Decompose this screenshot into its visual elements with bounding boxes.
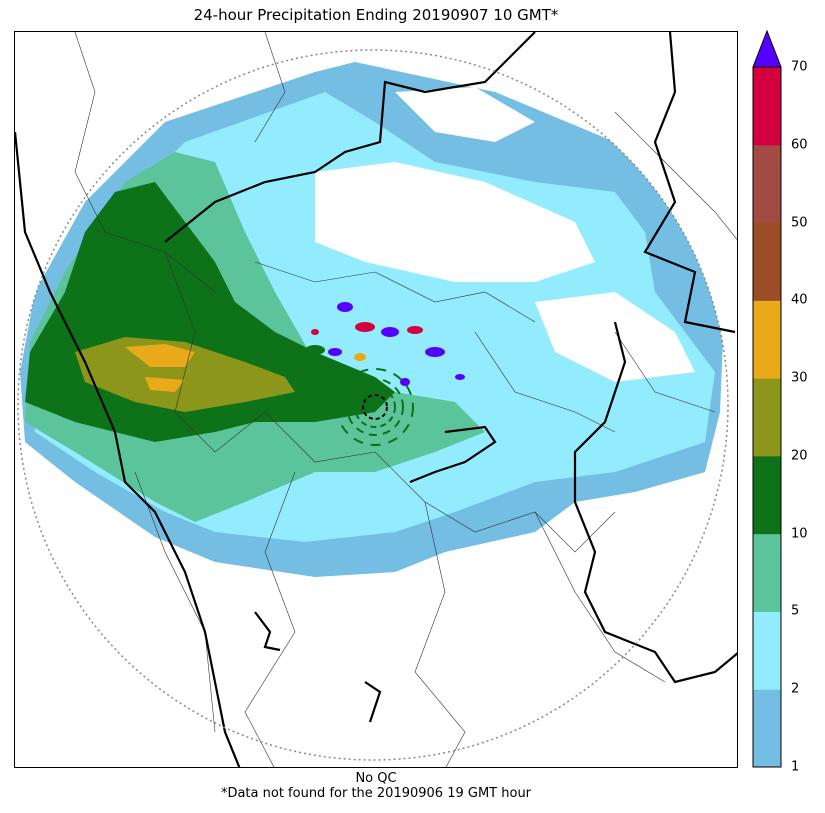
district-boundaries <box>74 32 737 767</box>
colorbar-tick-label: 30 <box>791 370 808 386</box>
precipitation-map[interactable] <box>14 31 738 768</box>
colorbar-segment <box>753 533 781 612</box>
colorbar <box>752 30 782 768</box>
map-title: 24-hour Precipitation Ending 20190907 10… <box>193 6 559 24</box>
precip-band-20-30 <box>75 337 295 412</box>
colorbar-segment <box>753 144 781 224</box>
precip-band-30-40-b <box>145 377 185 392</box>
convective-cells <box>305 302 465 386</box>
precipitation-field <box>20 62 725 577</box>
qc-note: No QC <box>355 771 397 786</box>
missing-data-note: *Data not found for the 20190906 19 GMT … <box>220 786 532 801</box>
colorbar-segment <box>753 378 781 457</box>
colorbar-tick-label: 20 <box>791 448 808 464</box>
radar-clutter-rings <box>336 368 414 446</box>
colorbar-segment <box>753 611 781 690</box>
colorbar-segment <box>753 455 781 535</box>
colorbar-tick-label: 40 <box>791 292 808 308</box>
colorbar-segment <box>753 67 781 146</box>
colorbar-frame <box>752 66 782 768</box>
colorbar-tick-label: 70 <box>791 59 808 75</box>
colorbar-tick-label: 60 <box>791 137 808 153</box>
colorbar-tick-label: 1 <box>791 759 800 775</box>
map-canvas <box>15 32 737 767</box>
colorbar-tick-label: 10 <box>791 526 808 542</box>
colorbar-tick-label: 2 <box>791 681 800 697</box>
colorbar-tick-label: 5 <box>791 603 800 619</box>
precip-gap-north <box>315 162 595 282</box>
colorbar-extend-arrow <box>752 30 782 68</box>
colorbar-segment <box>753 222 781 301</box>
colorbar-tick-label: 50 <box>791 215 808 231</box>
colorbar-segment <box>753 689 781 768</box>
precip-band-30-40 <box>125 344 195 367</box>
precip-gap-east <box>535 292 695 382</box>
precip-gap-northwest <box>395 87 535 142</box>
colorbar-segment <box>753 300 781 379</box>
radar-range-ring <box>17 49 729 761</box>
